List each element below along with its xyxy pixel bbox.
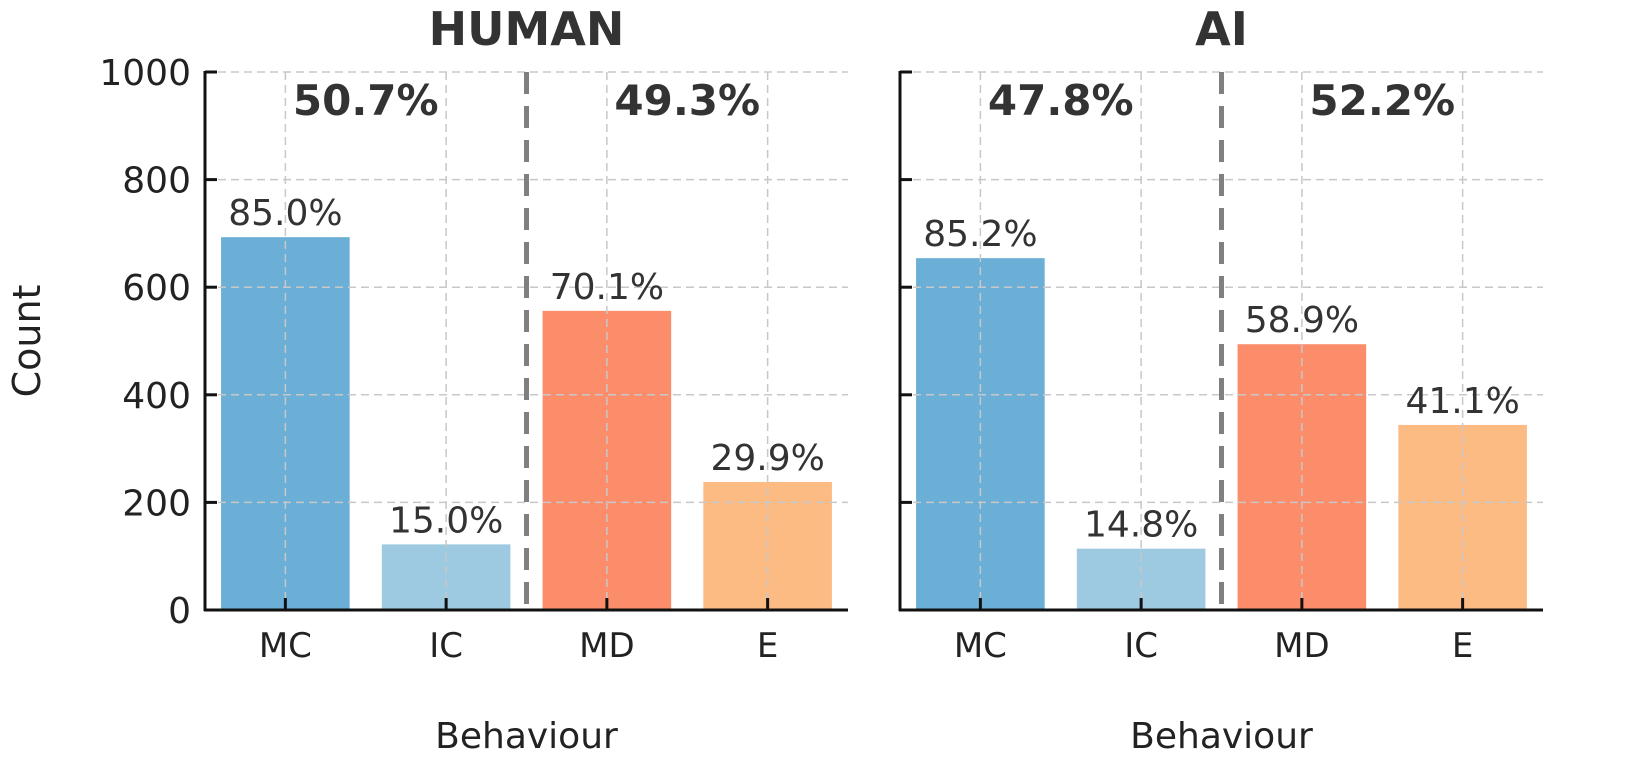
panel-title: AI bbox=[1195, 2, 1248, 56]
x-tick-label: MC bbox=[259, 626, 312, 666]
y-tick-label: 600 bbox=[122, 268, 191, 309]
bar-md bbox=[542, 310, 672, 610]
group-share-label: 49.3% bbox=[614, 76, 760, 125]
panel-ai: MC 85.2% IC 14.8% MD 58.9% E 41.1% 47.8% 52.2% AI B… bbox=[898, 2, 1543, 757]
x-tick-label: IC bbox=[429, 626, 463, 666]
panel-human: 0 200 400 600 800 1000 MC 85.0% IC 15.0% MD 70.1% E 2… bbox=[5, 2, 848, 757]
y-tick-label: 200 bbox=[122, 483, 191, 524]
group-share-label: 50.7% bbox=[293, 76, 439, 125]
x-tick-label: MD bbox=[1274, 626, 1330, 666]
bar-value-label: 58.9% bbox=[1245, 300, 1359, 341]
bar-value-label: 14.8% bbox=[1084, 505, 1198, 546]
bar-value-label: 85.0% bbox=[228, 193, 342, 234]
x-tick-label: E bbox=[1452, 626, 1473, 666]
y-tick-label: 0 bbox=[168, 591, 191, 632]
y-tick-label: 400 bbox=[122, 376, 191, 417]
bar-value-label: 41.1% bbox=[1405, 381, 1519, 422]
x-axis-label: Behaviour bbox=[435, 716, 618, 757]
group-share-label: 47.8% bbox=[988, 76, 1134, 125]
y-tick-label: 800 bbox=[122, 161, 191, 202]
bar-value-label: 15.0% bbox=[389, 500, 503, 541]
bar-value-label: 85.2% bbox=[923, 214, 1037, 255]
x-tick-label: IC bbox=[1124, 626, 1158, 666]
bar-mc bbox=[916, 258, 1045, 610]
y-axis-label: Count bbox=[5, 285, 49, 398]
bar-value-label: 70.1% bbox=[550, 267, 664, 308]
y-tick-label: 1000 bbox=[99, 53, 191, 94]
panel-title: HUMAN bbox=[429, 2, 625, 56]
x-axis-label: Behaviour bbox=[1130, 716, 1313, 757]
x-tick-label: E bbox=[757, 626, 778, 666]
group-share-label: 52.2% bbox=[1309, 76, 1455, 125]
x-tick-label: MC bbox=[954, 626, 1007, 666]
x-tick-label: MD bbox=[579, 626, 635, 666]
bar-value-label: 29.9% bbox=[710, 438, 824, 479]
